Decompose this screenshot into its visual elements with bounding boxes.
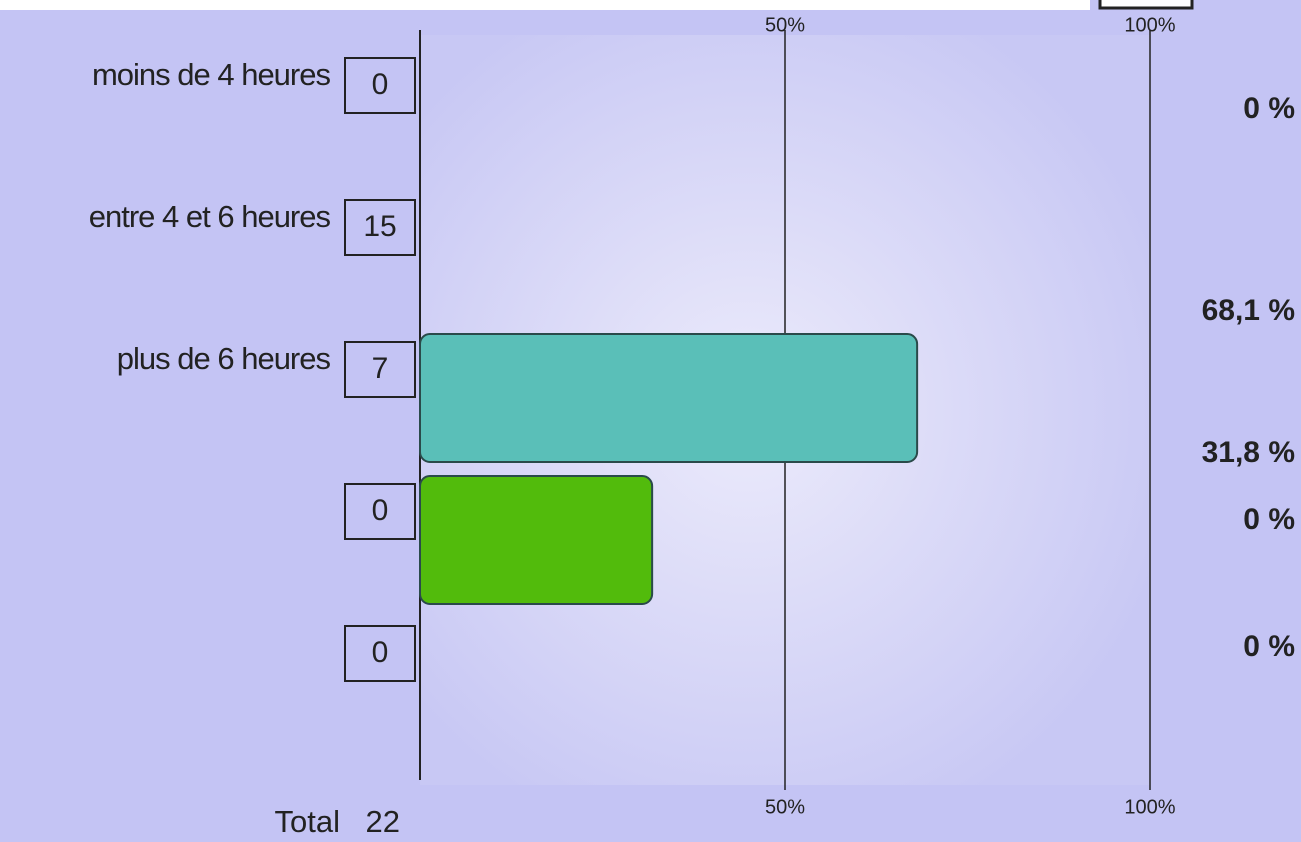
- category-label: entre 4 et 6 heures: [89, 199, 331, 234]
- top-box: [1098, 0, 1194, 10]
- category-label: moins de 4 heures: [92, 57, 331, 92]
- x-tick-label: 100%: [1124, 796, 1175, 818]
- count-box: [344, 341, 416, 398]
- count-label: 15: [363, 210, 396, 243]
- count-label: 0: [372, 636, 389, 669]
- bar: [419, 475, 654, 605]
- count-box: [344, 57, 416, 114]
- percent-label: 31,8 %: [1202, 436, 1295, 469]
- percent-label: 0 %: [1243, 630, 1295, 663]
- count-box: [344, 199, 416, 256]
- count-label: 7: [372, 352, 389, 385]
- x-tick-label: 50%: [765, 14, 805, 36]
- count-label: 0: [372, 494, 389, 527]
- category-label: plus de 6 heures: [117, 341, 331, 376]
- count-box: [344, 625, 416, 682]
- bar: [419, 333, 919, 463]
- count-box: [344, 483, 416, 540]
- x-tick-label: 50%: [765, 796, 805, 818]
- x-tick-label: 100%: [1124, 14, 1175, 36]
- percent-label: 0 %: [1243, 92, 1295, 125]
- total-label: Total: [275, 804, 340, 839]
- total-value: 22: [366, 804, 400, 839]
- percent-label: 68,1 %: [1202, 294, 1295, 327]
- top-strip: [0, 0, 1090, 10]
- count-label: 0: [372, 68, 389, 101]
- percent-label: 0 %: [1243, 503, 1295, 536]
